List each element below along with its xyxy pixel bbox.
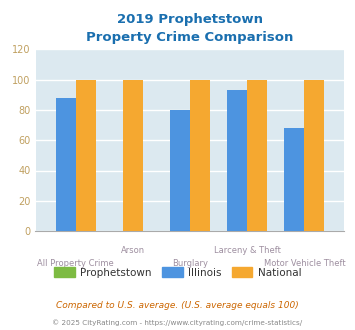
Bar — [304, 80, 324, 231]
Bar — [123, 80, 143, 231]
Text: Burglary: Burglary — [172, 259, 208, 268]
Title: 2019 Prophetstown
Property Crime Comparison: 2019 Prophetstown Property Crime Compari… — [86, 13, 294, 44]
Bar — [227, 90, 247, 231]
Text: Motor Vehicle Theft: Motor Vehicle Theft — [263, 259, 345, 268]
Bar — [55, 98, 76, 231]
Text: Arson: Arson — [121, 246, 145, 255]
Text: Compared to U.S. average. (U.S. average equals 100): Compared to U.S. average. (U.S. average … — [56, 301, 299, 310]
Text: All Property Crime: All Property Crime — [37, 259, 114, 268]
Bar — [247, 80, 267, 231]
Legend: Prophetstown, Illinois, National: Prophetstown, Illinois, National — [50, 263, 305, 282]
Text: © 2025 CityRating.com - https://www.cityrating.com/crime-statistics/: © 2025 CityRating.com - https://www.city… — [53, 319, 302, 326]
Bar — [190, 80, 210, 231]
Text: Larceny & Theft: Larceny & Theft — [214, 246, 280, 255]
Bar — [284, 128, 304, 231]
Bar — [76, 80, 95, 231]
Bar — [170, 110, 190, 231]
